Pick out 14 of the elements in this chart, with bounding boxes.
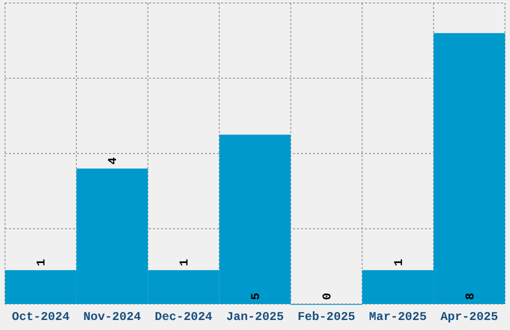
x-tick-label: Apr-2025 (440, 310, 498, 324)
x-tick-label: Jan-2025 (226, 310, 284, 324)
x-tick-label: Dec-2024 (154, 310, 212, 324)
data-label: 5 (249, 292, 263, 300)
x-tick-label: Oct-2024 (12, 310, 70, 324)
x-tick-label: Mar-2025 (369, 310, 427, 324)
data-label: 1 (178, 258, 192, 266)
data-label: 0 (320, 292, 334, 300)
data-label: 1 (34, 258, 49, 266)
data-label: 4 (106, 157, 120, 165)
x-tick-label: Feb-2025 (298, 310, 356, 324)
x-tick-label: Nov-2024 (83, 310, 141, 324)
data-label: 1 (392, 258, 406, 266)
data-label: 8 (463, 292, 478, 300)
